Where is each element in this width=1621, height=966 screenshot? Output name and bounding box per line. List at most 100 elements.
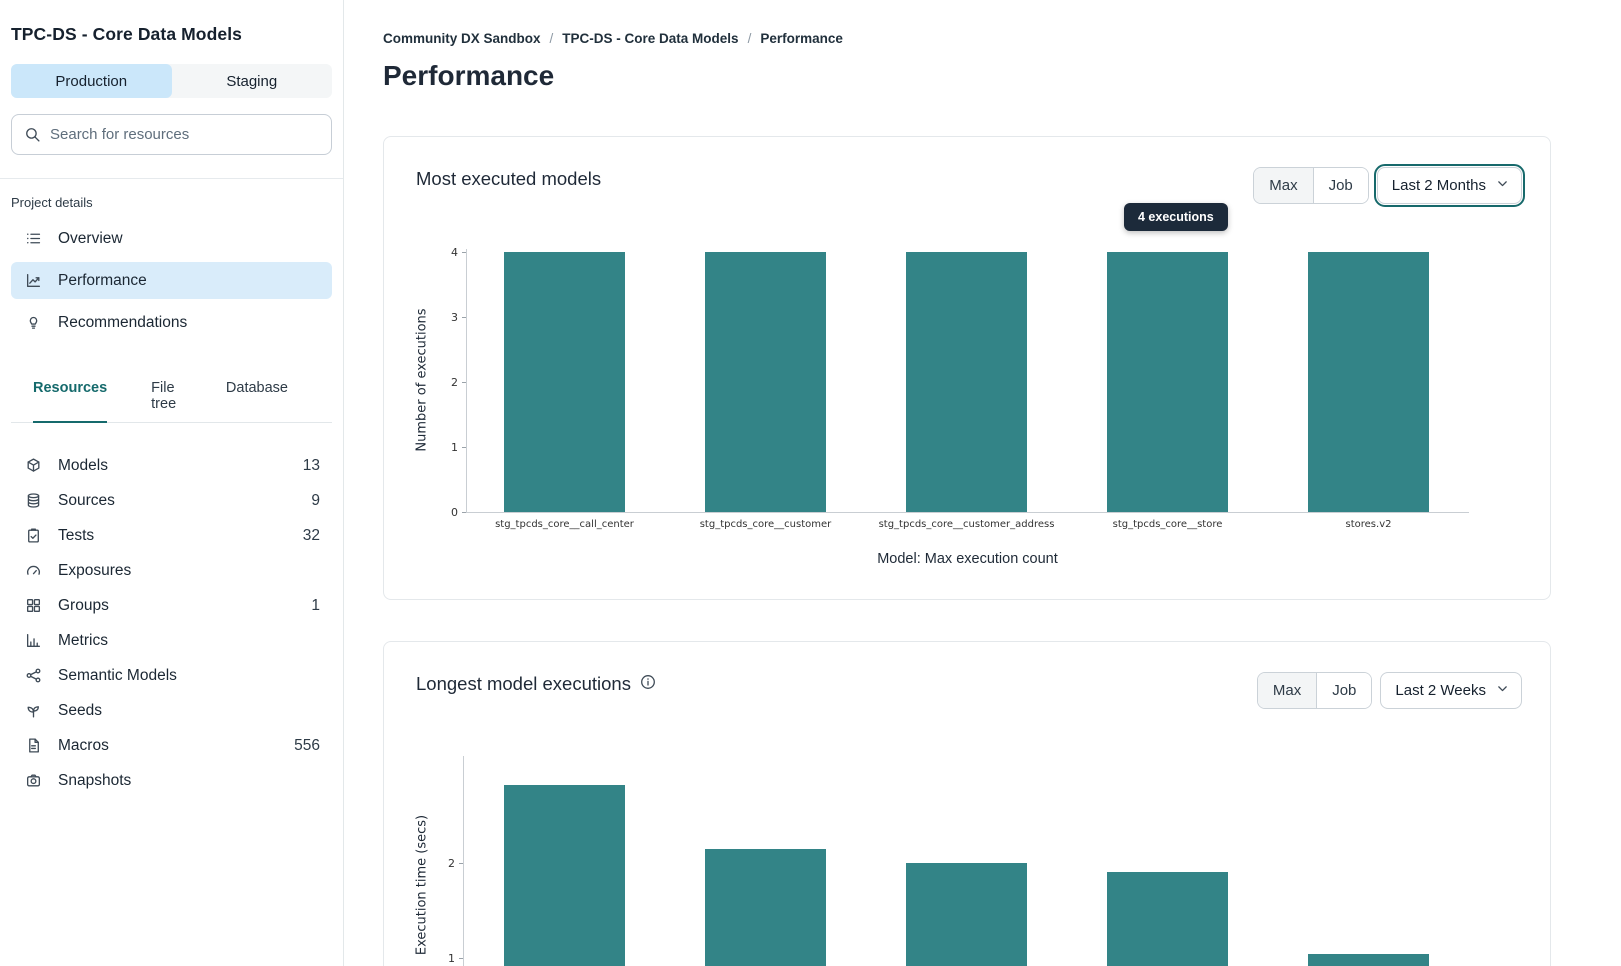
card-title: Longest model executions	[416, 673, 656, 695]
resource-row-models[interactable]: Models 13	[11, 448, 332, 483]
max-job-toggle: Max Job	[1253, 167, 1369, 204]
bar[interactable]	[705, 848, 826, 966]
tab-resources[interactable]: Resources	[33, 372, 108, 423]
resource-row-snapshots[interactable]: Snapshots	[11, 763, 332, 798]
environment-toggle: Production Staging	[11, 64, 332, 98]
y-tick-label: 1	[448, 952, 455, 965]
date-range-value: Last 2 Months	[1391, 177, 1486, 194]
card-title-text: Longest model executions	[416, 673, 631, 694]
resource-row-exposures[interactable]: Exposures	[11, 553, 332, 588]
x-tick-label: stg_tpcds_core__customer_address	[878, 519, 1055, 530]
breadcrumb-item-project-root[interactable]: Community DX Sandbox	[383, 31, 541, 46]
project-nav: Overview Performance Recommendations	[11, 220, 332, 341]
y-tick-label: 1	[451, 441, 458, 454]
lightbulb-icon	[25, 314, 42, 331]
file-icon	[25, 737, 42, 754]
y-tick-mark	[462, 447, 466, 448]
resource-row-tests[interactable]: Tests 32	[11, 518, 332, 553]
bar[interactable]	[504, 785, 625, 966]
bar[interactable]	[906, 863, 1027, 966]
gauge-icon	[25, 562, 42, 579]
y-tick-mark	[462, 252, 466, 253]
y-tick-mark	[459, 863, 463, 864]
search-icon	[24, 126, 41, 143]
bar[interactable]	[1107, 871, 1228, 966]
date-range-select[interactable]: Last 2 Months	[1373, 164, 1526, 207]
tab-file-tree[interactable]: File tree	[151, 380, 177, 412]
bar[interactable]	[906, 252, 1027, 512]
x-axis-title: Model: Max execution count	[877, 551, 1058, 567]
resource-label: Seeds	[58, 701, 102, 719]
bar[interactable]	[1308, 252, 1429, 512]
breadcrumb-item-project[interactable]: TPC-DS - Core Data Models	[562, 31, 739, 46]
breadcrumb-separator: /	[549, 31, 554, 46]
sidebar-item-overview[interactable]: Overview	[11, 220, 332, 257]
resource-row-sources[interactable]: Sources 9	[11, 483, 332, 518]
list-icon	[25, 230, 42, 247]
main-content: Community DX Sandbox / TPC-DS - Core Dat…	[345, 0, 1621, 966]
y-tick-label: 3	[451, 311, 458, 324]
y-axis-title: Execution time (secs)	[414, 814, 430, 956]
nav-item-label: Recommendations	[58, 313, 188, 331]
chart-line-icon	[25, 272, 42, 289]
most-executed-models-chart: 0 1 2 3 4 stg_tpcds_core__call_center stg_tpcd…	[384, 137, 1550, 599]
y-axis-line	[466, 249, 467, 512]
date-range-select[interactable]: Last 2 Weeks	[1380, 672, 1522, 709]
y-tick-label: 2	[448, 857, 455, 870]
resource-label: Groups	[58, 596, 109, 614]
breadcrumb-item-current: Performance	[760, 31, 843, 46]
y-tick-label: 4	[451, 246, 458, 259]
resource-row-semantic-models[interactable]: Semantic Models	[11, 658, 332, 693]
chart-tooltip: 4 executions	[1124, 203, 1228, 231]
bar[interactable]	[705, 252, 826, 512]
search-input[interactable]	[50, 126, 319, 143]
date-range-value: Last 2 Weeks	[1395, 682, 1486, 699]
y-axis-line	[463, 756, 464, 966]
breadcrumb: Community DX Sandbox / TPC-DS - Core Dat…	[383, 31, 843, 46]
tab-database[interactable]: Database	[225, 380, 288, 396]
sidebar-item-recommendations[interactable]: Recommendations	[11, 304, 332, 341]
staging-tab[interactable]: Staging	[226, 72, 278, 90]
resource-list: Models 13 Sources 9 Tests 32	[11, 448, 332, 798]
sidebar-tabs: Resources File tree Database	[11, 372, 332, 423]
resource-row-macros[interactable]: Macros 556	[11, 728, 332, 763]
max-button[interactable]: Max	[1254, 168, 1314, 203]
nodes-icon	[25, 667, 42, 684]
card-title: Most executed models	[416, 168, 601, 190]
chevron-down-icon	[1496, 177, 1509, 194]
y-tick-mark	[462, 512, 466, 513]
card-controls: Max Job Last 2 Weeks	[1256, 672, 1522, 709]
project-title: TPC-DS - Core Data Models	[11, 24, 242, 44]
production-tab[interactable]: Production	[11, 64, 172, 98]
camera-icon	[25, 772, 42, 789]
resource-row-metrics[interactable]: Metrics	[11, 623, 332, 658]
bar[interactable]	[504, 252, 625, 512]
info-icon[interactable]	[640, 673, 656, 695]
nav-item-label: Overview	[58, 229, 123, 247]
job-button[interactable]: Job	[1317, 673, 1372, 708]
most-executed-models-card: Most executed models Max Job Last 2 Mont…	[383, 136, 1551, 600]
nav-item-label: Performance	[58, 271, 147, 289]
resource-row-groups[interactable]: Groups 1	[11, 588, 332, 623]
breadcrumb-separator: /	[747, 31, 752, 46]
seedling-icon	[25, 702, 42, 719]
x-tick-label: stores.v2	[1345, 519, 1392, 530]
card-controls: Max Job Last 2 Months	[1253, 164, 1526, 207]
x-tick-label: stg_tpcds_core__store	[1112, 519, 1223, 530]
max-job-toggle: Max Job	[1256, 672, 1373, 709]
max-button[interactable]: Max	[1257, 673, 1318, 708]
resource-label: Semantic Models	[58, 666, 177, 684]
resource-label: Macros	[58, 736, 109, 754]
sidebar-item-performance[interactable]: Performance	[11, 262, 332, 299]
job-button[interactable]: Job	[1313, 168, 1368, 203]
database-icon	[25, 492, 42, 509]
resource-search[interactable]	[11, 114, 332, 155]
bar[interactable]	[1107, 252, 1228, 512]
bar[interactable]	[1308, 954, 1429, 966]
cube-icon	[25, 457, 42, 474]
clipboard-check-icon	[25, 527, 42, 544]
x-tick-label: stg_tpcds_core__customer	[699, 519, 832, 530]
project-details-label: Project details	[11, 195, 93, 210]
resource-row-seeds[interactable]: Seeds	[11, 693, 332, 728]
